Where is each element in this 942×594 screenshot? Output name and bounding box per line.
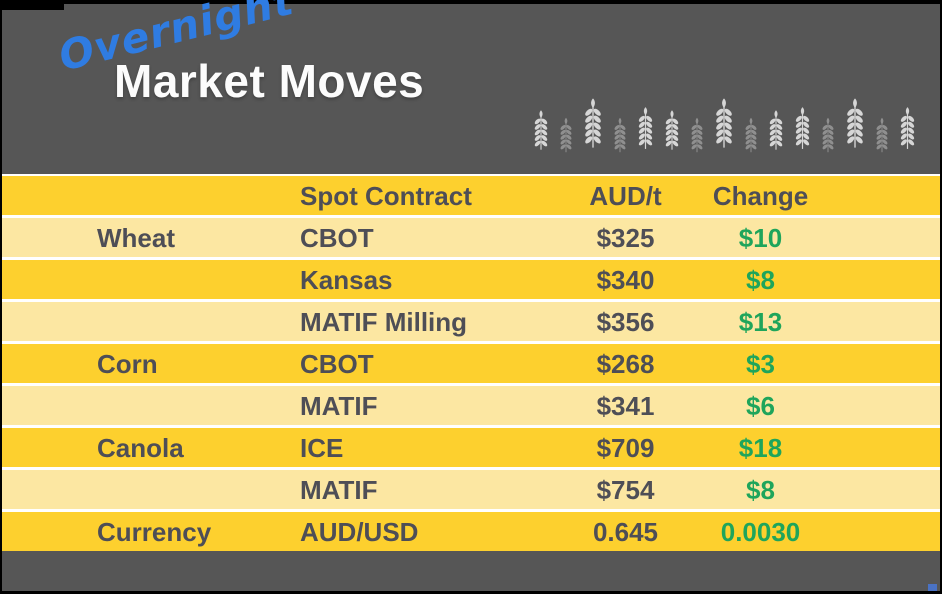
table-header-row: Spot Contract AUD/t Change bbox=[2, 176, 940, 218]
contract-cell: CBOT bbox=[300, 348, 374, 379]
wheat-icon bbox=[875, 109, 889, 166]
col-header-change: Change bbox=[712, 180, 809, 211]
price-cell: $325 bbox=[596, 222, 655, 253]
table-row: Canola ICE $709 $18 bbox=[2, 428, 940, 470]
wheat-icon bbox=[613, 109, 627, 166]
wheat-icon bbox=[899, 95, 916, 166]
change-cell: $18 bbox=[738, 432, 783, 463]
header-banner: Overnight Market Moves bbox=[2, 0, 940, 174]
price-cell: 0.645 bbox=[592, 516, 659, 547]
table-row: MATIF Milling $356 $13 bbox=[2, 302, 940, 344]
contract-cell: MATIF bbox=[300, 390, 378, 421]
contract-cell: MATIF Milling bbox=[300, 306, 468, 337]
wheat-icon bbox=[664, 99, 680, 166]
table-body: Wheat CBOT $325 $10 Kansas $340 $8 MATIF Millin… bbox=[2, 218, 940, 551]
col-header-spot-contract: Spot Contract bbox=[300, 180, 472, 211]
wheat-icon bbox=[583, 85, 603, 166]
table-row: Kansas $340 $8 bbox=[2, 260, 940, 302]
price-cell: $754 bbox=[596, 474, 655, 505]
price-cell: $341 bbox=[596, 390, 655, 421]
table-row: Corn CBOT $268 $3 bbox=[2, 344, 940, 386]
price-cell: $340 bbox=[596, 264, 655, 295]
contract-cell: Kansas bbox=[300, 264, 393, 295]
change-cell: $10 bbox=[738, 222, 783, 253]
table-row: Currency AUD/USD 0.645 0.0030 bbox=[2, 512, 940, 551]
wheat-icon bbox=[768, 99, 784, 166]
wheat-icon bbox=[637, 95, 654, 166]
category-cell: Currency bbox=[97, 516, 212, 547]
change-cell: $3 bbox=[746, 348, 775, 379]
page-title: Market Moves bbox=[114, 55, 425, 107]
contract-cell: CBOT bbox=[300, 222, 374, 253]
bottom-right-blue-marker bbox=[928, 584, 937, 591]
top-left-black-tab bbox=[0, 0, 64, 10]
footer-band bbox=[2, 551, 940, 591]
change-cell: 0.0030 bbox=[720, 516, 801, 547]
table-row: Wheat CBOT $325 $10 bbox=[2, 218, 940, 260]
wheat-icon-row bbox=[533, 85, 916, 166]
wheat-icon bbox=[559, 109, 573, 166]
category-cell: Wheat bbox=[97, 222, 175, 253]
wheat-icon bbox=[744, 109, 758, 166]
table-row: MATIF $754 $8 bbox=[2, 470, 940, 512]
wheat-icon bbox=[794, 95, 811, 166]
market-table: Spot Contract AUD/t Change Wheat CBOT $325… bbox=[2, 174, 940, 551]
category-cell: Canola bbox=[97, 432, 184, 463]
wheat-icon bbox=[845, 85, 865, 166]
table-row: MATIF $341 $6 bbox=[2, 386, 940, 428]
contract-cell: MATIF bbox=[300, 474, 378, 505]
wheat-icon bbox=[690, 109, 704, 166]
category-cell: Corn bbox=[97, 348, 158, 379]
price-cell: $268 bbox=[596, 348, 655, 379]
wheat-icon bbox=[533, 99, 549, 166]
col-header-aud-t: AUD/t bbox=[589, 180, 662, 211]
contract-cell: AUD/USD bbox=[300, 516, 419, 547]
change-cell: $8 bbox=[746, 474, 775, 505]
change-cell: $8 bbox=[746, 264, 775, 295]
price-cell: $709 bbox=[596, 432, 655, 463]
contract-cell: ICE bbox=[300, 432, 344, 463]
change-cell: $6 bbox=[746, 390, 775, 421]
change-cell: $13 bbox=[738, 306, 783, 337]
wheat-icon bbox=[714, 85, 734, 166]
price-cell: $356 bbox=[596, 306, 655, 337]
wheat-icon bbox=[821, 109, 835, 166]
